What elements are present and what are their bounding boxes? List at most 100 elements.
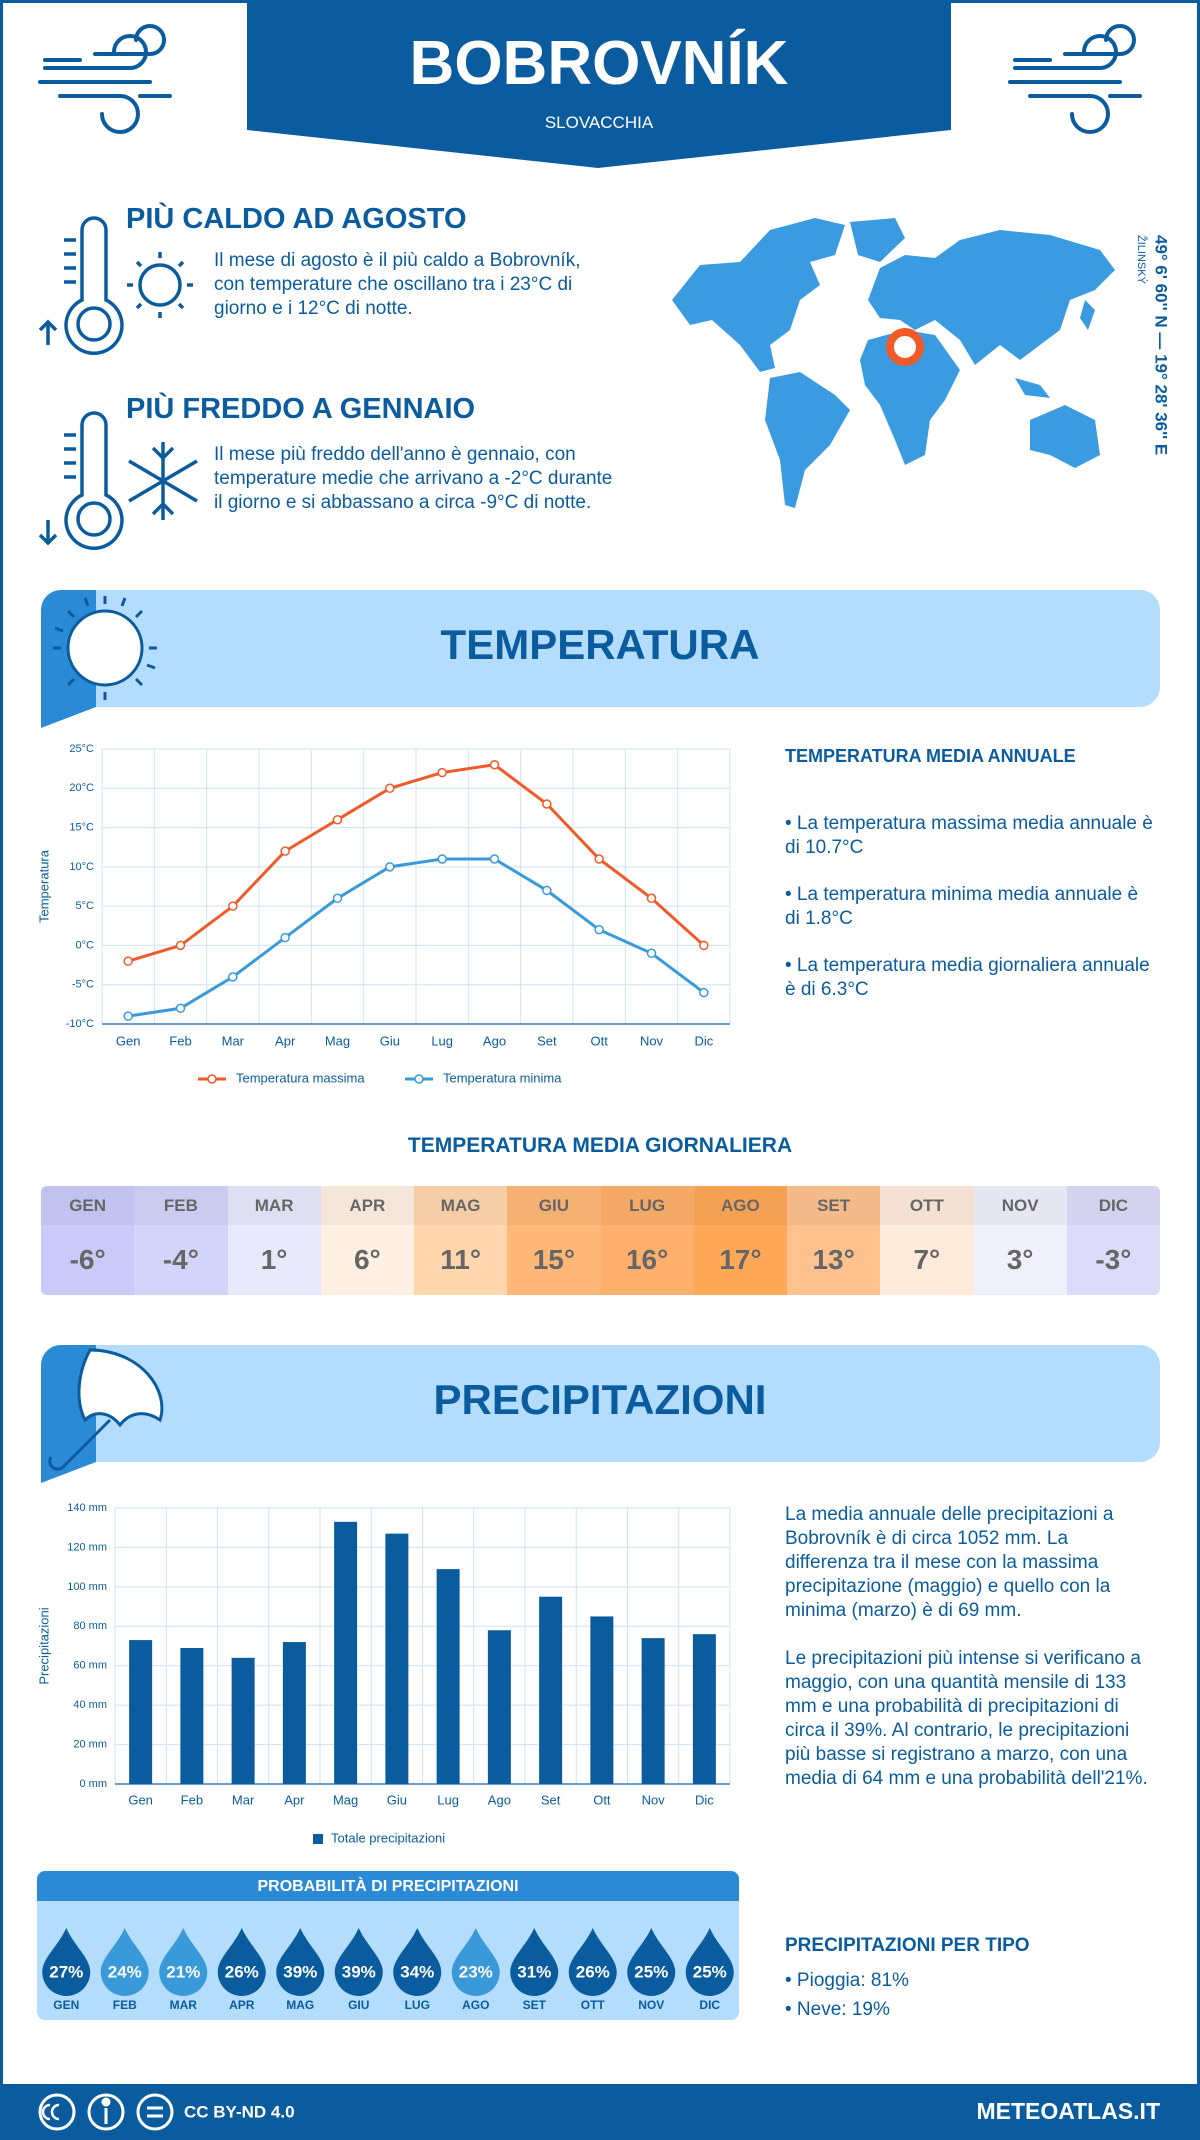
country: SLOVACCHIA <box>544 113 654 132</box>
month-header: AGO <box>693 1186 787 1225</box>
x-tick-label: Ago <box>483 1033 506 1048</box>
precipitation-text: La media annuale delle precipitazioni a … <box>785 1503 1155 1815</box>
legend-marker <box>207 1074 217 1084</box>
daily-value: 6° <box>320 1225 414 1295</box>
highlight-title: PIÙ CALDO AD AGOSTO <box>126 203 467 235</box>
decoration <box>138 263 182 307</box>
wind-icon <box>38 24 172 134</box>
y-tick-label: 60 mm <box>73 1660 107 1672</box>
x-tick-label: Mag <box>333 1792 358 1807</box>
decoration <box>64 411 124 550</box>
point <box>646 893 657 904</box>
x-tick-label: Feb <box>181 1792 203 1807</box>
decoration <box>66 609 144 687</box>
decoration <box>1080 300 1095 330</box>
point <box>594 924 604 935</box>
drop <box>217 1928 266 1997</box>
x-tick-label: Set <box>541 1792 561 1807</box>
point <box>123 956 133 966</box>
probability-value: 26% <box>576 1962 610 1981</box>
probability-value: 25% <box>693 1962 727 1981</box>
month-header: DIC <box>1066 1186 1160 1225</box>
decoration <box>41 2103 60 2121</box>
probability-month: APR <box>229 1998 255 2012</box>
decoration <box>87 2093 125 2131</box>
x-tick-label: Mar <box>232 1792 255 1807</box>
bar <box>385 1533 409 1784</box>
bar <box>436 1569 460 1784</box>
point <box>228 972 238 982</box>
drop <box>627 1928 676 1997</box>
x-tick-label: Nov <box>642 1792 666 1807</box>
bar <box>539 1596 563 1784</box>
decoration <box>147 2106 163 2118</box>
drop <box>451 1928 500 1997</box>
thermometer-hot-icon <box>38 216 193 355</box>
drop <box>334 1928 383 1997</box>
y-tick-label: 140 mm <box>67 1502 107 1514</box>
probability-value: 31% <box>517 1962 551 1981</box>
y-tick-label: 40 mm <box>73 1699 107 1711</box>
legend-label: Temperatura minima <box>443 1070 562 1085</box>
point <box>699 940 709 951</box>
month-header: GEN <box>41 1186 135 1225</box>
drop <box>159 1928 208 1997</box>
annual-item: • La temperatura media giornaliera annua… <box>785 955 1150 1000</box>
highlight-text: Il mese più freddo dell'anno è gennaio, … <box>214 444 613 513</box>
x-tick-label: Ott <box>593 1792 611 1807</box>
decoration <box>58 94 140 134</box>
decoration <box>672 218 845 372</box>
decoration <box>43 34 148 70</box>
y-tick-label: 10°C <box>69 861 94 873</box>
type-item: • Pioggia: 81% <box>785 1970 909 1991</box>
probability-value: 26% <box>225 1962 259 1981</box>
point <box>385 862 395 872</box>
decoration <box>76 306 112 342</box>
decoration <box>48 1418 112 1471</box>
month-header: APR <box>320 1186 414 1225</box>
wind-icon <box>1008 24 1142 134</box>
y-tick-label: 0°C <box>76 939 95 951</box>
probability-value: 25% <box>634 1962 668 1981</box>
month-header: FEB <box>134 1186 228 1225</box>
point <box>123 1011 133 1021</box>
decoration <box>38 2093 76 2131</box>
decoration <box>860 330 960 465</box>
highlight-title: PIÙ FREDDO A GENNAIO <box>126 393 476 425</box>
x-tick-label: Apr <box>275 1033 296 1048</box>
point <box>489 759 500 770</box>
x-tick-label: Dic <box>695 1792 714 1807</box>
y-tick-label: 0 mm <box>80 1778 108 1790</box>
legend-label: Totale precipitazioni <box>331 1830 445 1845</box>
paragraph: Le precipitazioni più intense si verific… <box>785 1648 1148 1789</box>
point <box>175 1003 186 1014</box>
y-tick-label: 15°C <box>69 821 94 833</box>
probability-month: OTT <box>581 1998 606 2012</box>
probability-header <box>37 1871 739 1901</box>
x-tick-label: Ago <box>488 1792 511 1807</box>
bar <box>641 1638 665 1784</box>
decoration <box>765 372 850 508</box>
x-tick-label: Apr <box>284 1792 305 1807</box>
daily-value: 1° <box>227 1225 321 1295</box>
x-tick-label: Gen <box>128 1792 153 1807</box>
x-tick-label: Gen <box>116 1033 141 1048</box>
x-tick-label: Lug <box>437 1792 459 1807</box>
legend-marker <box>414 1074 424 1084</box>
decoration <box>1030 405 1100 468</box>
section-banner <box>41 590 1160 707</box>
site: METEOATLAS.IT <box>976 2098 1160 2124</box>
probability-value: 34% <box>400 1962 434 1981</box>
decoration <box>64 238 76 284</box>
annual-item: • La temperatura minima media annuale è … <box>785 884 1139 929</box>
city-title: BOBROVNÍK <box>409 29 789 98</box>
y-tick-label: 80 mm <box>73 1620 107 1632</box>
type-item: • Neve: 19% <box>785 1999 890 2020</box>
drop <box>568 1928 617 1997</box>
daily-value: 17° <box>693 1225 787 1295</box>
types-title: PRECIPITAZIONI PER TIPO <box>785 1935 1030 1956</box>
decoration <box>101 2097 111 2107</box>
daily-value: 3° <box>973 1225 1067 1295</box>
point <box>542 799 552 809</box>
